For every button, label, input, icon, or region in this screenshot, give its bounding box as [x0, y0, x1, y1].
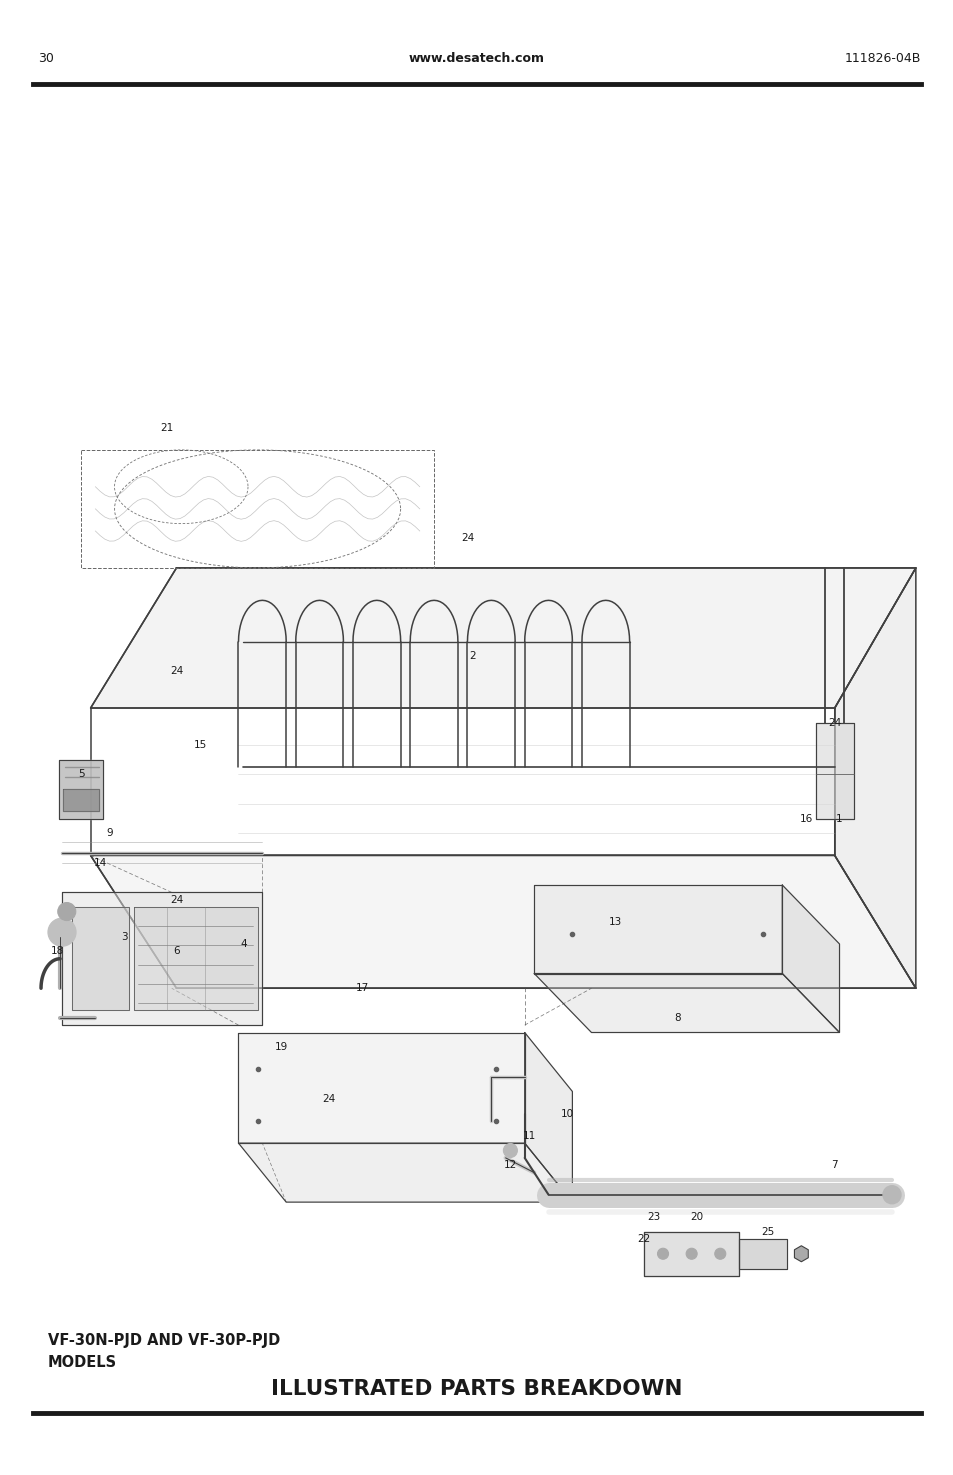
Text: 111826-04B: 111826-04B: [843, 53, 920, 65]
Text: 1: 1: [836, 814, 841, 823]
Text: 24: 24: [827, 718, 841, 727]
Circle shape: [48, 919, 76, 945]
Polygon shape: [91, 568, 915, 708]
Text: 15: 15: [193, 740, 207, 749]
Text: 11: 11: [522, 1131, 536, 1140]
Circle shape: [657, 1248, 668, 1260]
Polygon shape: [133, 907, 257, 1010]
Text: VF-30N-PJD AND VF-30P-PJD: VF-30N-PJD AND VF-30P-PJD: [48, 1333, 279, 1348]
Text: 10: 10: [560, 1109, 574, 1118]
Text: 4: 4: [240, 940, 246, 948]
Text: 2: 2: [469, 652, 475, 661]
Polygon shape: [71, 907, 129, 1010]
Text: 20: 20: [689, 1212, 702, 1221]
Polygon shape: [59, 760, 103, 819]
Text: 6: 6: [173, 947, 179, 956]
Text: 7: 7: [831, 1161, 837, 1170]
Polygon shape: [815, 723, 853, 819]
Text: 22: 22: [637, 1235, 650, 1243]
Circle shape: [714, 1248, 725, 1260]
Polygon shape: [63, 789, 99, 811]
Polygon shape: [62, 892, 262, 1025]
Polygon shape: [238, 1143, 572, 1202]
Text: 19: 19: [274, 1043, 288, 1052]
Polygon shape: [643, 1232, 739, 1276]
Circle shape: [503, 1143, 517, 1158]
Text: 14: 14: [93, 858, 107, 867]
Polygon shape: [739, 1239, 786, 1268]
Text: 9: 9: [107, 829, 112, 838]
Circle shape: [882, 1186, 900, 1204]
Polygon shape: [534, 974, 839, 1032]
Polygon shape: [781, 885, 839, 1032]
Circle shape: [58, 903, 75, 920]
Text: 5: 5: [78, 770, 84, 779]
Text: 16: 16: [799, 814, 812, 823]
Text: 3: 3: [121, 932, 127, 941]
Polygon shape: [238, 1032, 524, 1143]
Text: 25: 25: [760, 1227, 774, 1236]
Polygon shape: [91, 855, 915, 988]
Circle shape: [685, 1248, 697, 1260]
Text: 13: 13: [608, 917, 621, 926]
Text: ILLUSTRATED PARTS BREAKDOWN: ILLUSTRATED PARTS BREAKDOWN: [271, 1379, 682, 1400]
Text: 30: 30: [38, 53, 54, 65]
Text: 12: 12: [503, 1161, 517, 1170]
Text: www.desatech.com: www.desatech.com: [409, 53, 544, 65]
Text: 23: 23: [646, 1212, 659, 1221]
Polygon shape: [524, 1032, 572, 1202]
Text: 17: 17: [355, 984, 369, 993]
Text: MODELS: MODELS: [48, 1356, 116, 1370]
Text: 18: 18: [51, 947, 64, 956]
Text: 21: 21: [160, 423, 173, 432]
Text: 8: 8: [674, 1013, 679, 1022]
Text: 24: 24: [170, 895, 183, 904]
Text: 24: 24: [460, 534, 474, 543]
Polygon shape: [834, 568, 915, 988]
Text: 24: 24: [170, 667, 183, 676]
Text: 24: 24: [322, 1094, 335, 1103]
Polygon shape: [534, 885, 781, 974]
